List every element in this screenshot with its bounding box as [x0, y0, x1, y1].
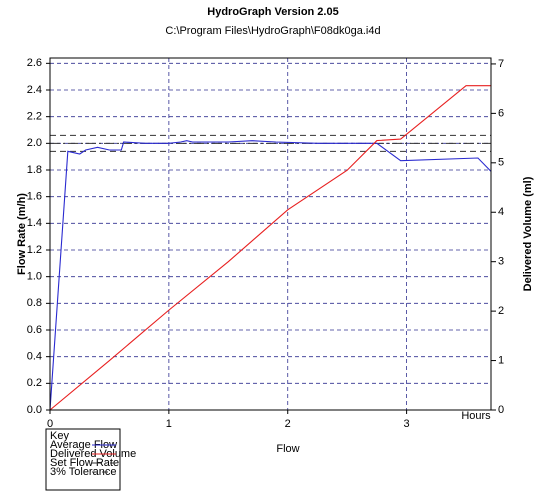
- y-tick-label: 0.4: [27, 351, 42, 363]
- y2-tick-label: 7: [498, 58, 504, 70]
- y2-tick-label: 5: [498, 157, 504, 169]
- y-tick-label: 2.2: [27, 111, 42, 123]
- y-axis-label: Flow Rate (m/h): [16, 193, 28, 275]
- legend-title: Key: [50, 430, 69, 442]
- y-tick-label: 0.2: [27, 377, 42, 389]
- y-tick-label: 1.4: [27, 217, 42, 229]
- y2-tick-label: 2: [498, 305, 504, 317]
- y-tick-label: 1.2: [27, 244, 42, 256]
- chart-subtitle: C:\Program Files\HydroGraph\F08dk0ga.i4d: [165, 25, 380, 37]
- y2-tick-label: 6: [498, 107, 504, 119]
- y-tick-label: 2.6: [27, 57, 42, 69]
- x-tick-label: 0: [47, 418, 53, 430]
- y-tick-label: 1.6: [27, 191, 42, 203]
- y-tick-label: 2.0: [27, 137, 42, 149]
- y2-tick-label: 3: [498, 256, 504, 268]
- x-tick-label: 3: [404, 418, 410, 430]
- y-tick-label: 0.6: [27, 324, 42, 336]
- y-tick-label: 0.8: [27, 297, 42, 309]
- legend-label: 3% Tolerance: [50, 466, 116, 478]
- y-tick-label: 1.8: [27, 164, 42, 176]
- series-line: [49, 140, 492, 411]
- y-tick-label: 2.4: [27, 84, 42, 96]
- y2-axis-label: Delivered Volume (ml): [522, 176, 534, 291]
- x-annotation: Hours: [461, 410, 491, 422]
- legend-box: [45, 428, 121, 491]
- y-tick-label: 0.0: [27, 404, 42, 416]
- legend-label: Set Flow Rate: [50, 457, 119, 469]
- x-tick-label: 1: [166, 418, 172, 430]
- y2-tick-label: 1: [498, 354, 504, 366]
- plot-frame: [49, 57, 492, 411]
- y-tick-label: 1.0: [27, 271, 42, 283]
- y2-tick-label: 4: [498, 206, 504, 218]
- x-tick-label: 2: [285, 418, 291, 430]
- y2-tick-label: 0: [498, 404, 504, 416]
- x-axis-label: Flow: [276, 443, 299, 455]
- series-line: [49, 85, 491, 411]
- chart-title: HydroGraph Version 2.05: [207, 6, 338, 18]
- legend-label: Average Flow: [50, 439, 117, 451]
